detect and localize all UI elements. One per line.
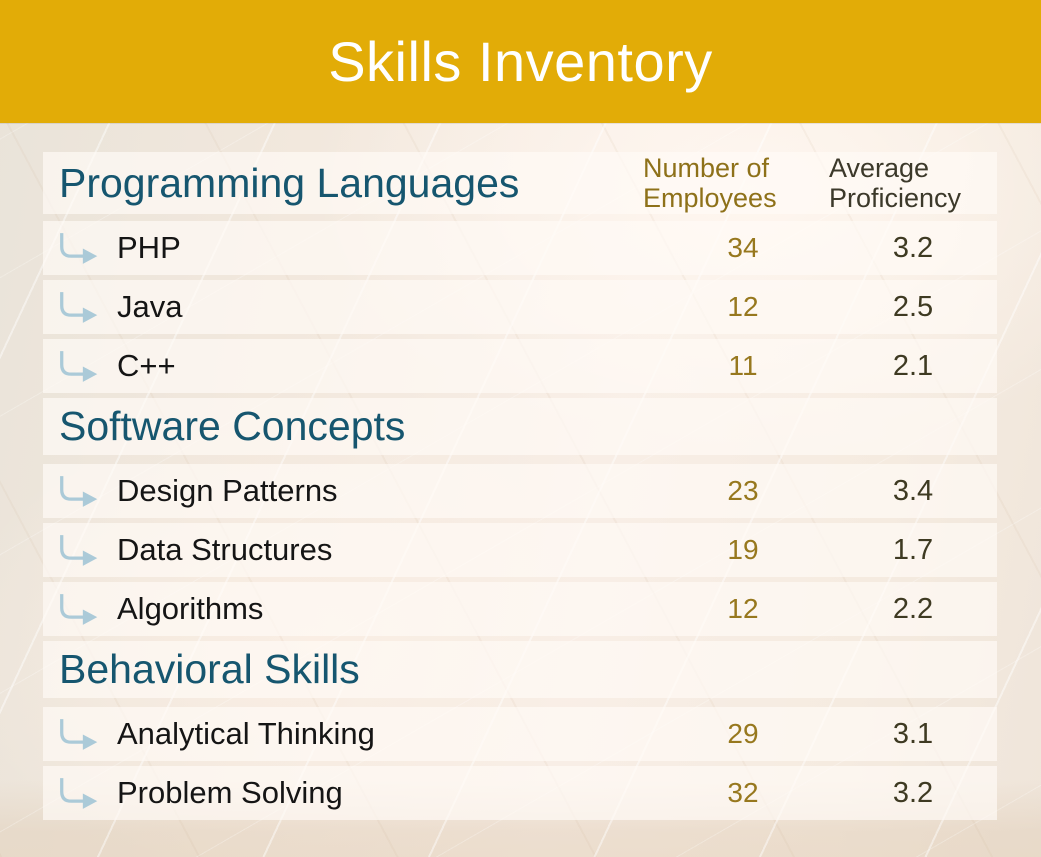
skill-name: Java	[117, 289, 183, 324]
branch-arrow-icon	[55, 230, 103, 267]
proficiency-value: 2.2	[892, 592, 934, 625]
skill-name: Design Patterns	[117, 473, 338, 508]
proficiency-value: 3.2	[892, 776, 934, 809]
section-title: Behavioral Skills	[59, 646, 360, 692]
skill-name-cell: C++	[43, 348, 657, 385]
branch-arrow-icon	[55, 591, 103, 628]
title-banner: Skills Inventory	[0, 0, 1041, 123]
column-header-employees: Number of Employees	[643, 152, 777, 213]
proficiency-value: 3.1	[892, 717, 934, 750]
branch-arrow-icon	[55, 348, 103, 385]
proficiency-value: 2.1	[892, 349, 934, 382]
slide-title: Skills Inventory	[328, 30, 713, 93]
proficiency-value: 1.7	[892, 533, 934, 566]
table-row: Analytical Thinking 29 3.1	[43, 707, 997, 761]
skill-name-cell: Design Patterns	[43, 473, 657, 510]
section-title: Programming Languages	[59, 159, 520, 206]
employees-value: 29	[727, 718, 759, 749]
employees-value: 12	[727, 593, 759, 624]
section-header-row: Programming Languages Number of Employees…	[43, 152, 997, 214]
section-header-row: Behavioral Skills	[43, 641, 997, 698]
column-header-proficiency: Average Proficiency	[829, 152, 962, 213]
skills-table: Programming Languages Number of Employees…	[43, 152, 997, 825]
section-header-row: Software Concepts	[43, 398, 997, 455]
table-row: Algorithms 12 2.2	[43, 582, 997, 636]
table-row: Problem Solving 32 3.2	[43, 766, 997, 820]
employees-value: 32	[727, 777, 759, 808]
employees-value: 19	[727, 534, 759, 565]
skill-name: Data Structures	[117, 532, 333, 567]
skill-name: C++	[117, 348, 176, 383]
skill-name-cell: PHP	[43, 230, 657, 267]
skill-name-cell: Problem Solving	[43, 775, 657, 812]
table-row: Design Patterns 23 3.4	[43, 464, 997, 518]
proficiency-value: 2.5	[892, 290, 934, 323]
employees-value: 12	[727, 291, 759, 322]
skill-name: Analytical Thinking	[117, 716, 375, 751]
section-title: Software Concepts	[59, 403, 406, 449]
skill-name-cell: Data Structures	[43, 532, 657, 569]
employees-value: 34	[727, 232, 759, 263]
proficiency-value: 3.2	[892, 231, 934, 264]
employees-value: 11	[728, 350, 758, 381]
branch-arrow-icon	[55, 775, 103, 812]
branch-arrow-icon	[55, 473, 103, 510]
skill-name: Algorithms	[117, 591, 264, 626]
branch-arrow-icon	[55, 532, 103, 569]
branch-arrow-icon	[55, 716, 103, 753]
table-row: Java 12 2.5	[43, 280, 997, 334]
skill-name: Problem Solving	[117, 775, 343, 810]
employees-value: 23	[727, 475, 759, 506]
skill-name-cell: Algorithms	[43, 591, 657, 628]
skill-name-cell: Java	[43, 289, 657, 326]
proficiency-value: 3.4	[892, 474, 934, 507]
table-row: Data Structures 19 1.7	[43, 523, 997, 577]
branch-arrow-icon	[55, 289, 103, 326]
table-row: PHP 34 3.2	[43, 221, 997, 275]
skill-name: PHP	[117, 230, 181, 265]
skill-name-cell: Analytical Thinking	[43, 716, 657, 753]
table-row: C++ 11 2.1	[43, 339, 997, 393]
